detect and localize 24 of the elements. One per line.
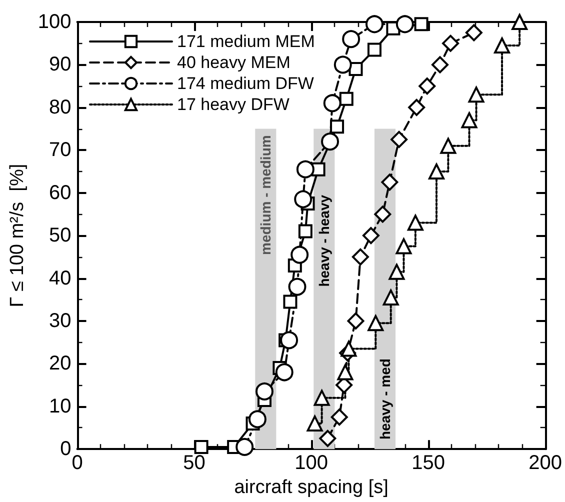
y-tick-label: 30 [49,310,72,332]
legend-label: 174 medium DFW [177,74,314,93]
y-tick-label: 20 [49,352,72,375]
y-tick-label: 0 [60,438,72,460]
x-tick-label: 150 [412,452,445,474]
y-axis-title: Γ ≤ 100 m²/s [%] [7,164,28,308]
y-tick-label: 90 [49,54,72,76]
y-tick-label: 60 [49,182,72,204]
y-tick-label: 80 [49,96,72,118]
x-tick-label: 50 [183,452,206,474]
legend-label: 171 medium MEM [177,32,315,51]
x-tick-label: 200 [528,452,562,474]
band-label: medium - medium [258,135,274,255]
x-tick-label: 100 [294,452,328,474]
y-tick-label: 50 [49,224,72,247]
y-tick-label: 40 [49,267,72,290]
x-axis-title: aircraft spacing [s] [234,477,388,498]
y-tick-label: 70 [49,139,72,162]
legend-label: 17 heavy DFW [177,95,290,114]
band-label: heavy - heavy [316,194,332,287]
band-label: heavy - med [377,358,394,440]
y-tick-label: 100 [38,11,72,33]
legend-label: 40 heavy MEM [177,53,290,72]
y-tick-label: 10 [49,395,72,418]
